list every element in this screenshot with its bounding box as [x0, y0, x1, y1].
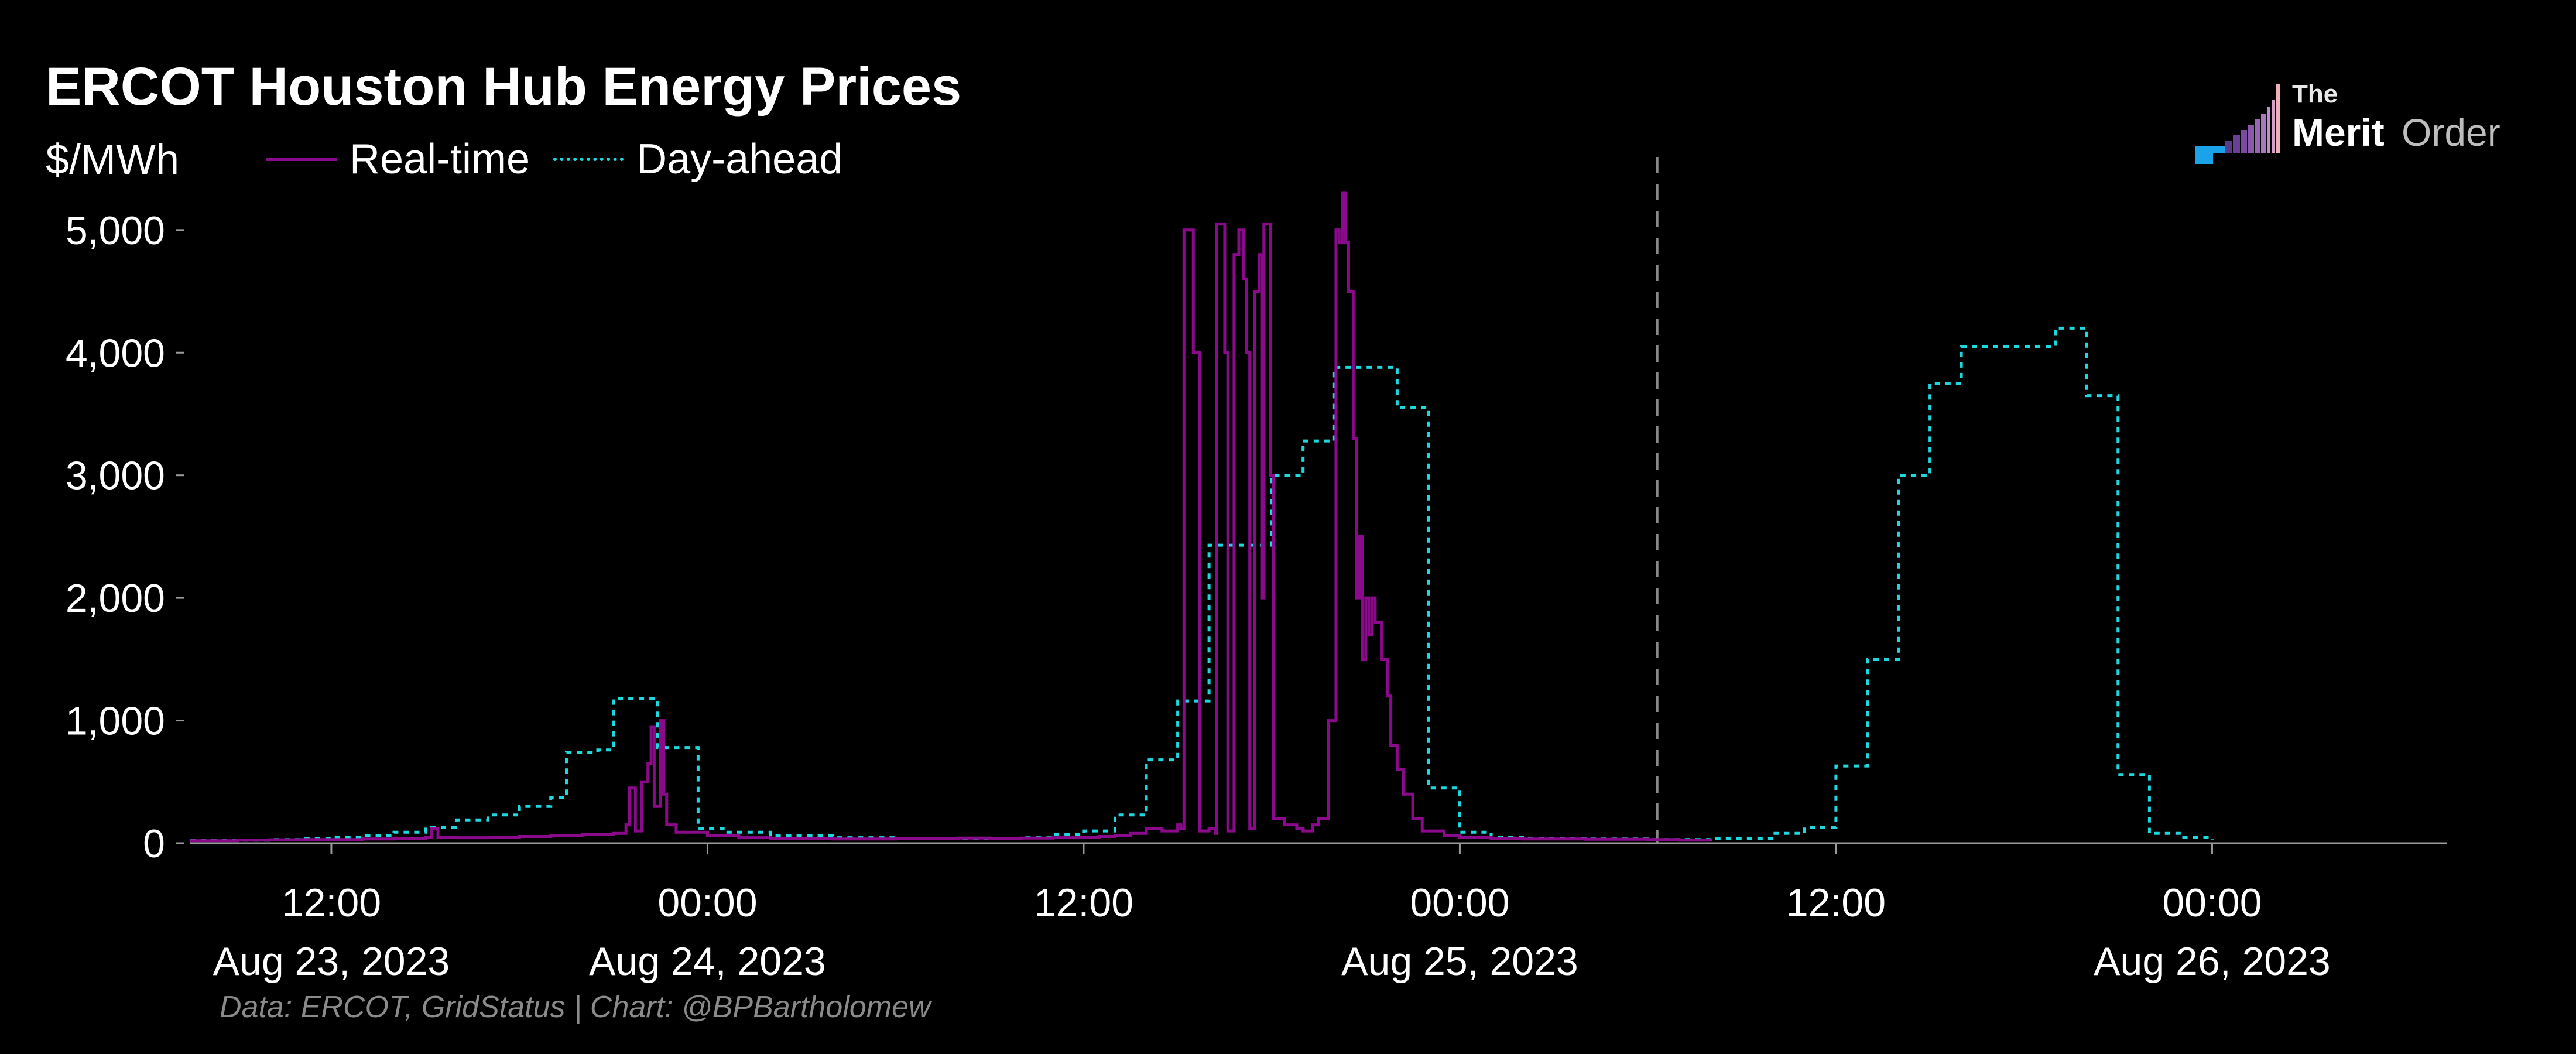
merit-order-logo: The Merit Order	[2190, 76, 2517, 176]
logo-text-the: The	[2292, 80, 2338, 108]
series-layer	[190, 191, 2214, 843]
logo-text-merit: Merit	[2292, 111, 2385, 154]
x-tick-time-label: 00:00	[1410, 881, 1509, 925]
legend-label-realtime: Real-time	[350, 136, 530, 183]
series-line-dayahead	[190, 326, 2214, 842]
y-tick-label: 3,000	[66, 454, 165, 498]
legend: Real-time Day-ahead	[266, 136, 842, 183]
legend-swatch-realtime	[266, 158, 337, 161]
y-tick-label: 0	[143, 822, 165, 866]
x-tick-time-label: 00:00	[2162, 881, 2262, 925]
y-tick-label: 1,000	[66, 699, 165, 744]
y-axis: 0 1,000 2,000 3,000 4,000 5,000	[66, 208, 184, 866]
x-tick-time-label: 12:00	[1786, 881, 1886, 925]
source-footer: Data: ERCOT, GridStatus | Chart: @BPBart…	[220, 990, 931, 1024]
logo-text-order: Order	[2402, 111, 2500, 154]
x-tick-date-label: Aug 23, 2023	[213, 939, 450, 984]
y-tick-label: 2,000	[66, 576, 165, 621]
x-tick-date-label: Aug 25, 2023	[1341, 939, 1578, 984]
x-axis: 12:00 Aug 23, 2023 00:00 Aug 24, 2023 12:00 0…	[190, 842, 2447, 984]
legend-swatch-dayahead	[553, 158, 624, 161]
x-tick-time-label: 00:00	[657, 881, 757, 925]
x-tick-date-label: Aug 24, 2023	[589, 939, 826, 984]
x-tick-time-label: 12:00	[1034, 881, 1133, 925]
y-tick-label: 5,000	[66, 208, 165, 253]
series-line-realtime	[190, 191, 1712, 843]
legend-label-dayahead: Day-ahead	[636, 136, 843, 183]
logo-bars-icon	[2195, 84, 2280, 164]
y-unit-label: $/MWh	[46, 136, 180, 183]
x-tick-date-label: Aug 26, 2023	[2094, 939, 2331, 984]
x-tick-time-label: 12:00	[282, 881, 381, 925]
y-tick-label: 4,000	[66, 331, 165, 375]
chart-title: ERCOT Houston Hub Energy Prices	[46, 57, 962, 117]
